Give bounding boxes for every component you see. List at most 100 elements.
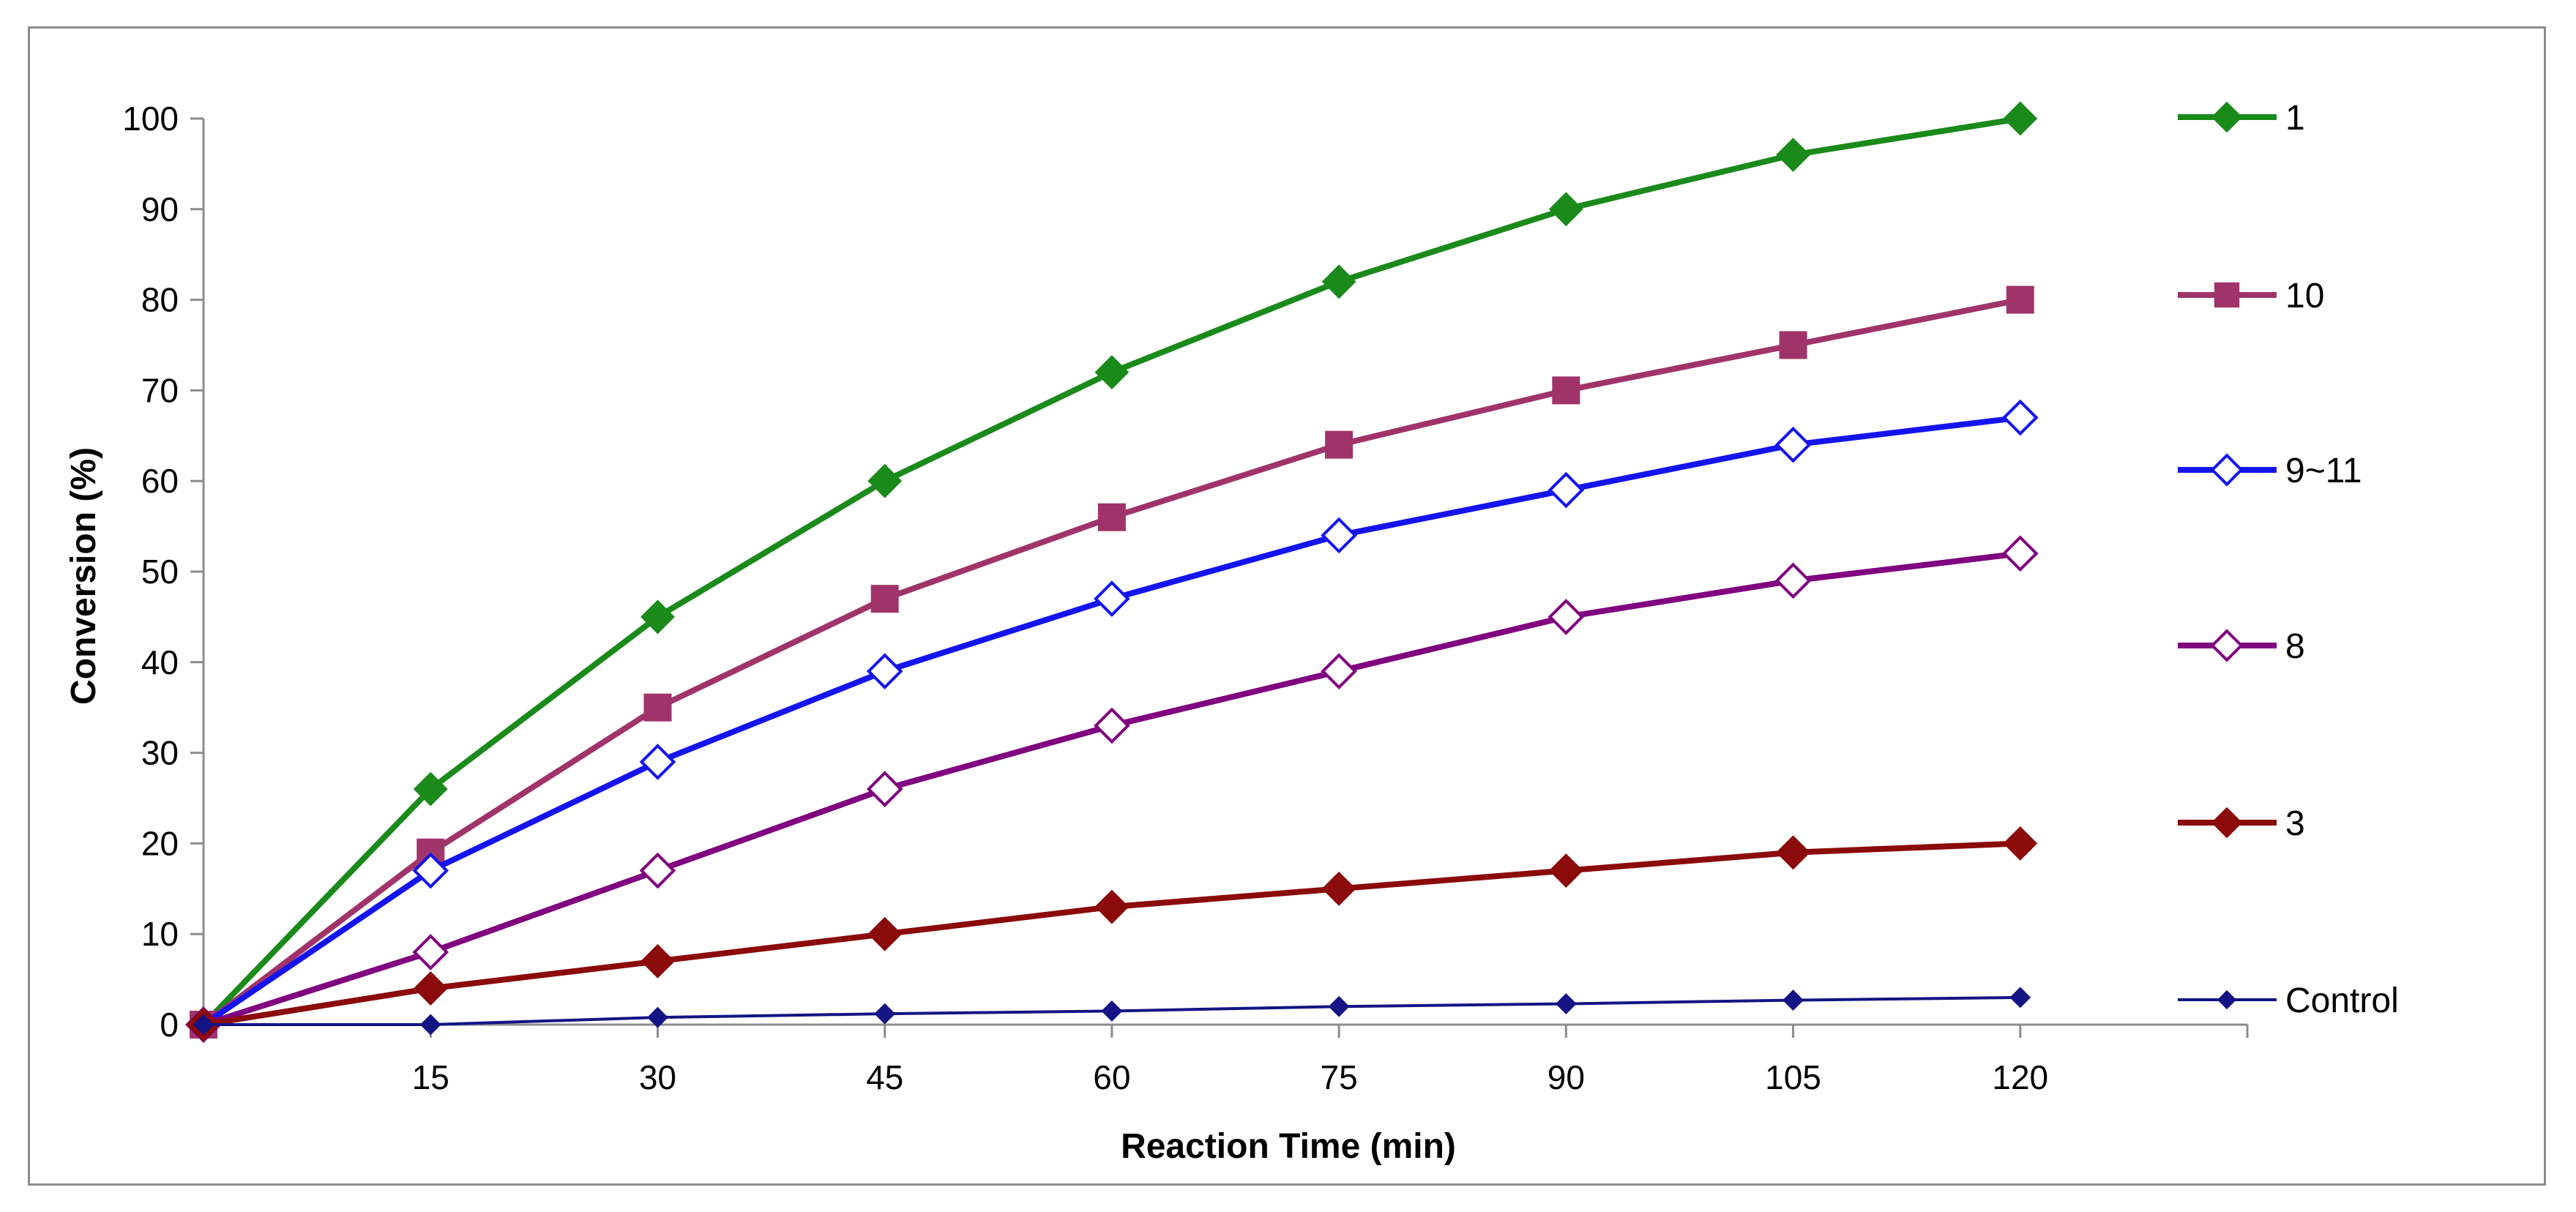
data-point-Control: [1328, 995, 1350, 1017]
series-line-1: [201, 116, 2021, 1027]
series-10: [190, 285, 2034, 1039]
data-point-Control: [874, 1003, 896, 1025]
data-point-3: [1548, 853, 1583, 888]
y-axis-ticks: 0 10 20 30 40 50 60 70 80 90 100: [122, 100, 204, 1044]
y-tick-label: 40: [141, 643, 179, 681]
data-point-10: [643, 693, 672, 722]
data-point-10: [2214, 282, 2240, 308]
legend-label: 10: [2285, 277, 2324, 315]
data-point-8: [1548, 599, 1585, 635]
legend-item-Control: Control: [2178, 981, 2399, 1020]
data-point-9~11: [1321, 517, 1357, 554]
data-point-Control: [1101, 1000, 1123, 1022]
y-axis-title: Conversion (%): [64, 447, 103, 705]
data-point-3: [2211, 807, 2243, 839]
data-point-9~11: [866, 653, 903, 690]
legend-label: Control: [2285, 981, 2399, 1020]
x-tick-label: 60: [1093, 1058, 1130, 1096]
data-point-8: [639, 852, 676, 889]
x-tick-label: 105: [1765, 1058, 1821, 1096]
data-point-9~11: [1094, 580, 1130, 617]
y-tick-label: 50: [141, 553, 179, 591]
data-point-8: [1321, 653, 1357, 690]
series-Control: [193, 987, 2031, 1036]
x-tick-label: 30: [639, 1058, 676, 1096]
data-point-Control: [2009, 987, 2031, 1009]
legend-item-3: 3: [2178, 804, 2305, 843]
data-point-1: [1776, 138, 1810, 172]
y-tick-label: 0: [160, 1006, 179, 1044]
data-point-1: [1094, 355, 1130, 390]
data-point-8: [412, 934, 449, 970]
y-tick-label: 100: [122, 100, 179, 138]
data-point-1: [2003, 101, 2038, 136]
data-point-Control: [1782, 990, 1804, 1011]
y-tick-label: 20: [141, 824, 179, 862]
data-point-1: [867, 463, 903, 498]
data-point-3: [1094, 889, 1130, 924]
axes: [202, 119, 2247, 1026]
y-tick-label: 60: [141, 462, 179, 500]
data-point-8: [1774, 562, 1812, 599]
legend-item-10: 10: [2178, 277, 2324, 315]
data-point-10: [1779, 331, 1807, 359]
legend: 1 10 9~11 8 3 Control: [2178, 99, 2399, 1020]
data-point-3: [641, 943, 675, 979]
series-line-8: [202, 550, 2021, 1028]
series-3: [186, 826, 2038, 1042]
data-point-8: [2210, 629, 2244, 662]
data-point-Control: [419, 1014, 441, 1036]
legend-label: 1: [2285, 99, 2305, 138]
legend-item-1: 1: [2178, 99, 2305, 138]
data-point-3: [1321, 871, 1356, 906]
data-point-10: [1097, 503, 1126, 531]
y-tick-label: 10: [141, 915, 179, 953]
legend-item-9~11: 9~11: [2178, 452, 2362, 490]
data-point-9~11: [2001, 399, 2039, 436]
data-point-9~11: [639, 744, 676, 780]
data-point-9~11: [1774, 426, 1812, 463]
legend-label: 9~11: [2285, 452, 2362, 490]
data-point-3: [2003, 826, 2038, 861]
data-point-Control: [647, 1006, 668, 1028]
data-point-1: [413, 771, 448, 807]
x-tick-label: 90: [1548, 1058, 1585, 1096]
chart-frame: [28, 26, 2546, 1186]
y-tick-label: 70: [141, 371, 179, 409]
x-axis-ticks: 15 30 45 60 75 90 105 120: [412, 1025, 2249, 1096]
x-axis-title: Reaction Time (min): [1121, 1127, 1456, 1166]
x-tick-label: 120: [1992, 1058, 2048, 1096]
series-layer: [185, 101, 2039, 1043]
data-point-10: [1325, 430, 1354, 459]
data-point-1: [1321, 264, 1356, 299]
data-point-9~11: [1548, 471, 1585, 509]
data-point-10: [1552, 376, 1580, 405]
data-point-3: [1776, 835, 1810, 870]
data-point-9~11: [412, 852, 449, 889]
x-tick-label: 75: [1321, 1058, 1358, 1096]
data-point-10: [2006, 285, 2034, 314]
data-point-3: [413, 971, 448, 1006]
legend-label: 8: [2285, 627, 2305, 666]
x-tick-label: 15: [412, 1058, 449, 1096]
legend-item-8: 8: [2178, 627, 2305, 666]
data-point-9~11: [2210, 453, 2244, 487]
data-point-1: [641, 599, 675, 635]
data-point-8: [866, 771, 903, 807]
y-tick-label: 80: [141, 281, 179, 319]
y-tick-label: 30: [141, 734, 179, 772]
data-point-1: [2211, 101, 2243, 133]
data-point-3: [867, 916, 903, 951]
data-point-8: [1094, 707, 1130, 744]
y-tick-label: 90: [141, 190, 179, 228]
data-point-8: [2001, 535, 2039, 572]
data-point-Control: [193, 1014, 214, 1036]
data-point-Control: [1555, 993, 1577, 1014]
data-point-10: [870, 585, 899, 613]
data-point-Control: [2217, 990, 2237, 1010]
x-tick-label: 45: [866, 1058, 903, 1096]
data-point-1: [1548, 192, 1583, 227]
series-9~11: [185, 399, 2039, 1043]
legend-label: 3: [2285, 804, 2305, 843]
